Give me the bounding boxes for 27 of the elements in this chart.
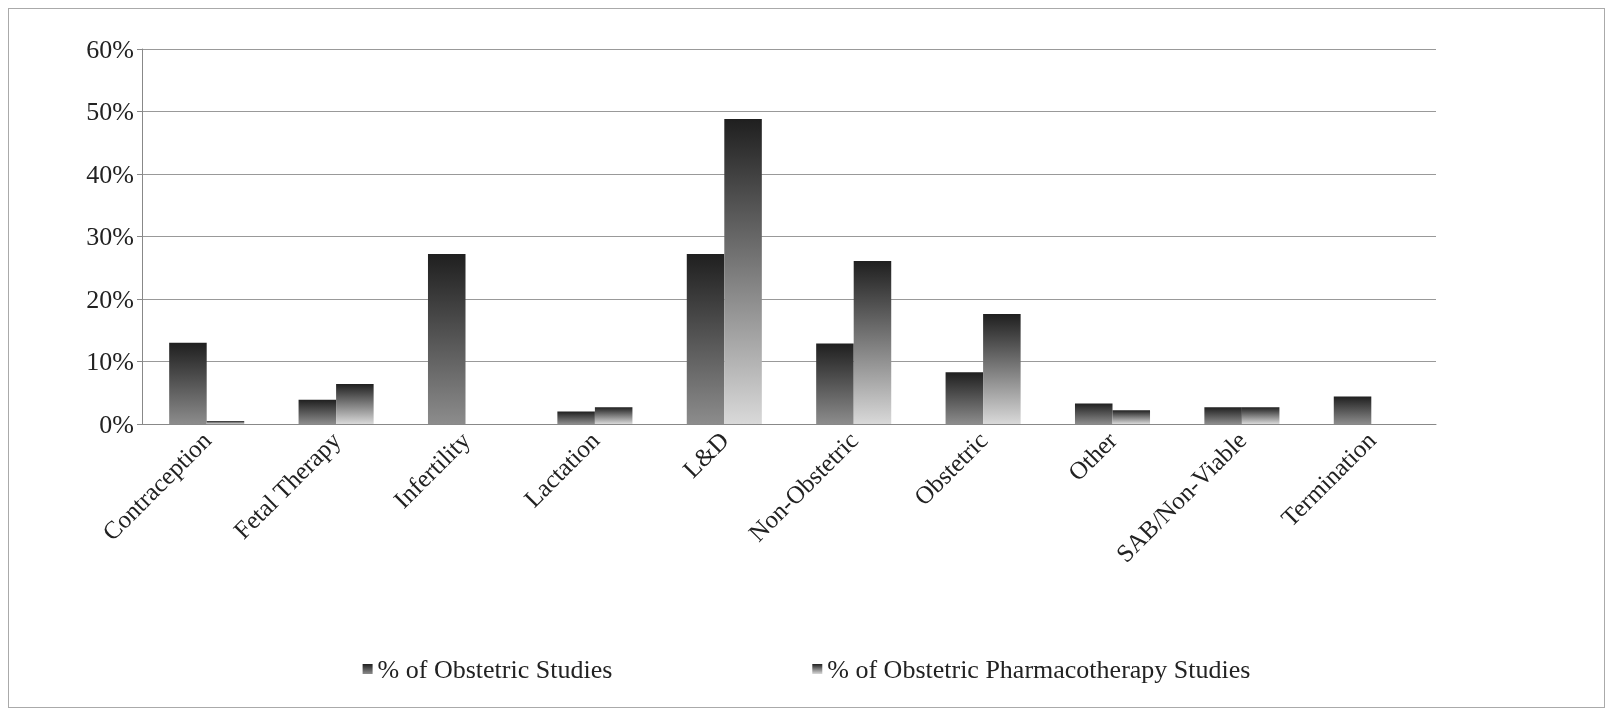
bar <box>557 411 595 424</box>
bar <box>724 119 762 424</box>
bar <box>169 342 207 424</box>
y-tick-label: 0% <box>99 409 134 439</box>
y-tick-label: 20% <box>86 284 134 314</box>
bar <box>686 254 725 424</box>
y-tick-label: 60% <box>86 34 134 64</box>
bar <box>983 314 1021 424</box>
bar <box>1112 410 1151 424</box>
bar <box>1333 396 1372 424</box>
bar <box>853 260 892 424</box>
bar <box>594 407 633 424</box>
bar <box>945 372 984 424</box>
bar <box>298 399 337 424</box>
bar <box>1241 407 1280 424</box>
y-tick-label: 30% <box>86 222 134 251</box>
bar <box>336 384 374 424</box>
y-tick-label: 10% <box>86 347 134 376</box>
bar <box>816 343 854 424</box>
bar <box>1074 403 1113 424</box>
legend-label: % of Obstetric Studies <box>377 654 613 684</box>
y-tick-label: 50% <box>86 97 134 126</box>
y-tick-label: 40% <box>86 159 134 189</box>
bar <box>206 420 245 424</box>
bar <box>427 254 466 424</box>
legend-label: % of Obstetric Pharmacotherapy Studies <box>827 654 1251 684</box>
bar <box>1204 407 1242 424</box>
